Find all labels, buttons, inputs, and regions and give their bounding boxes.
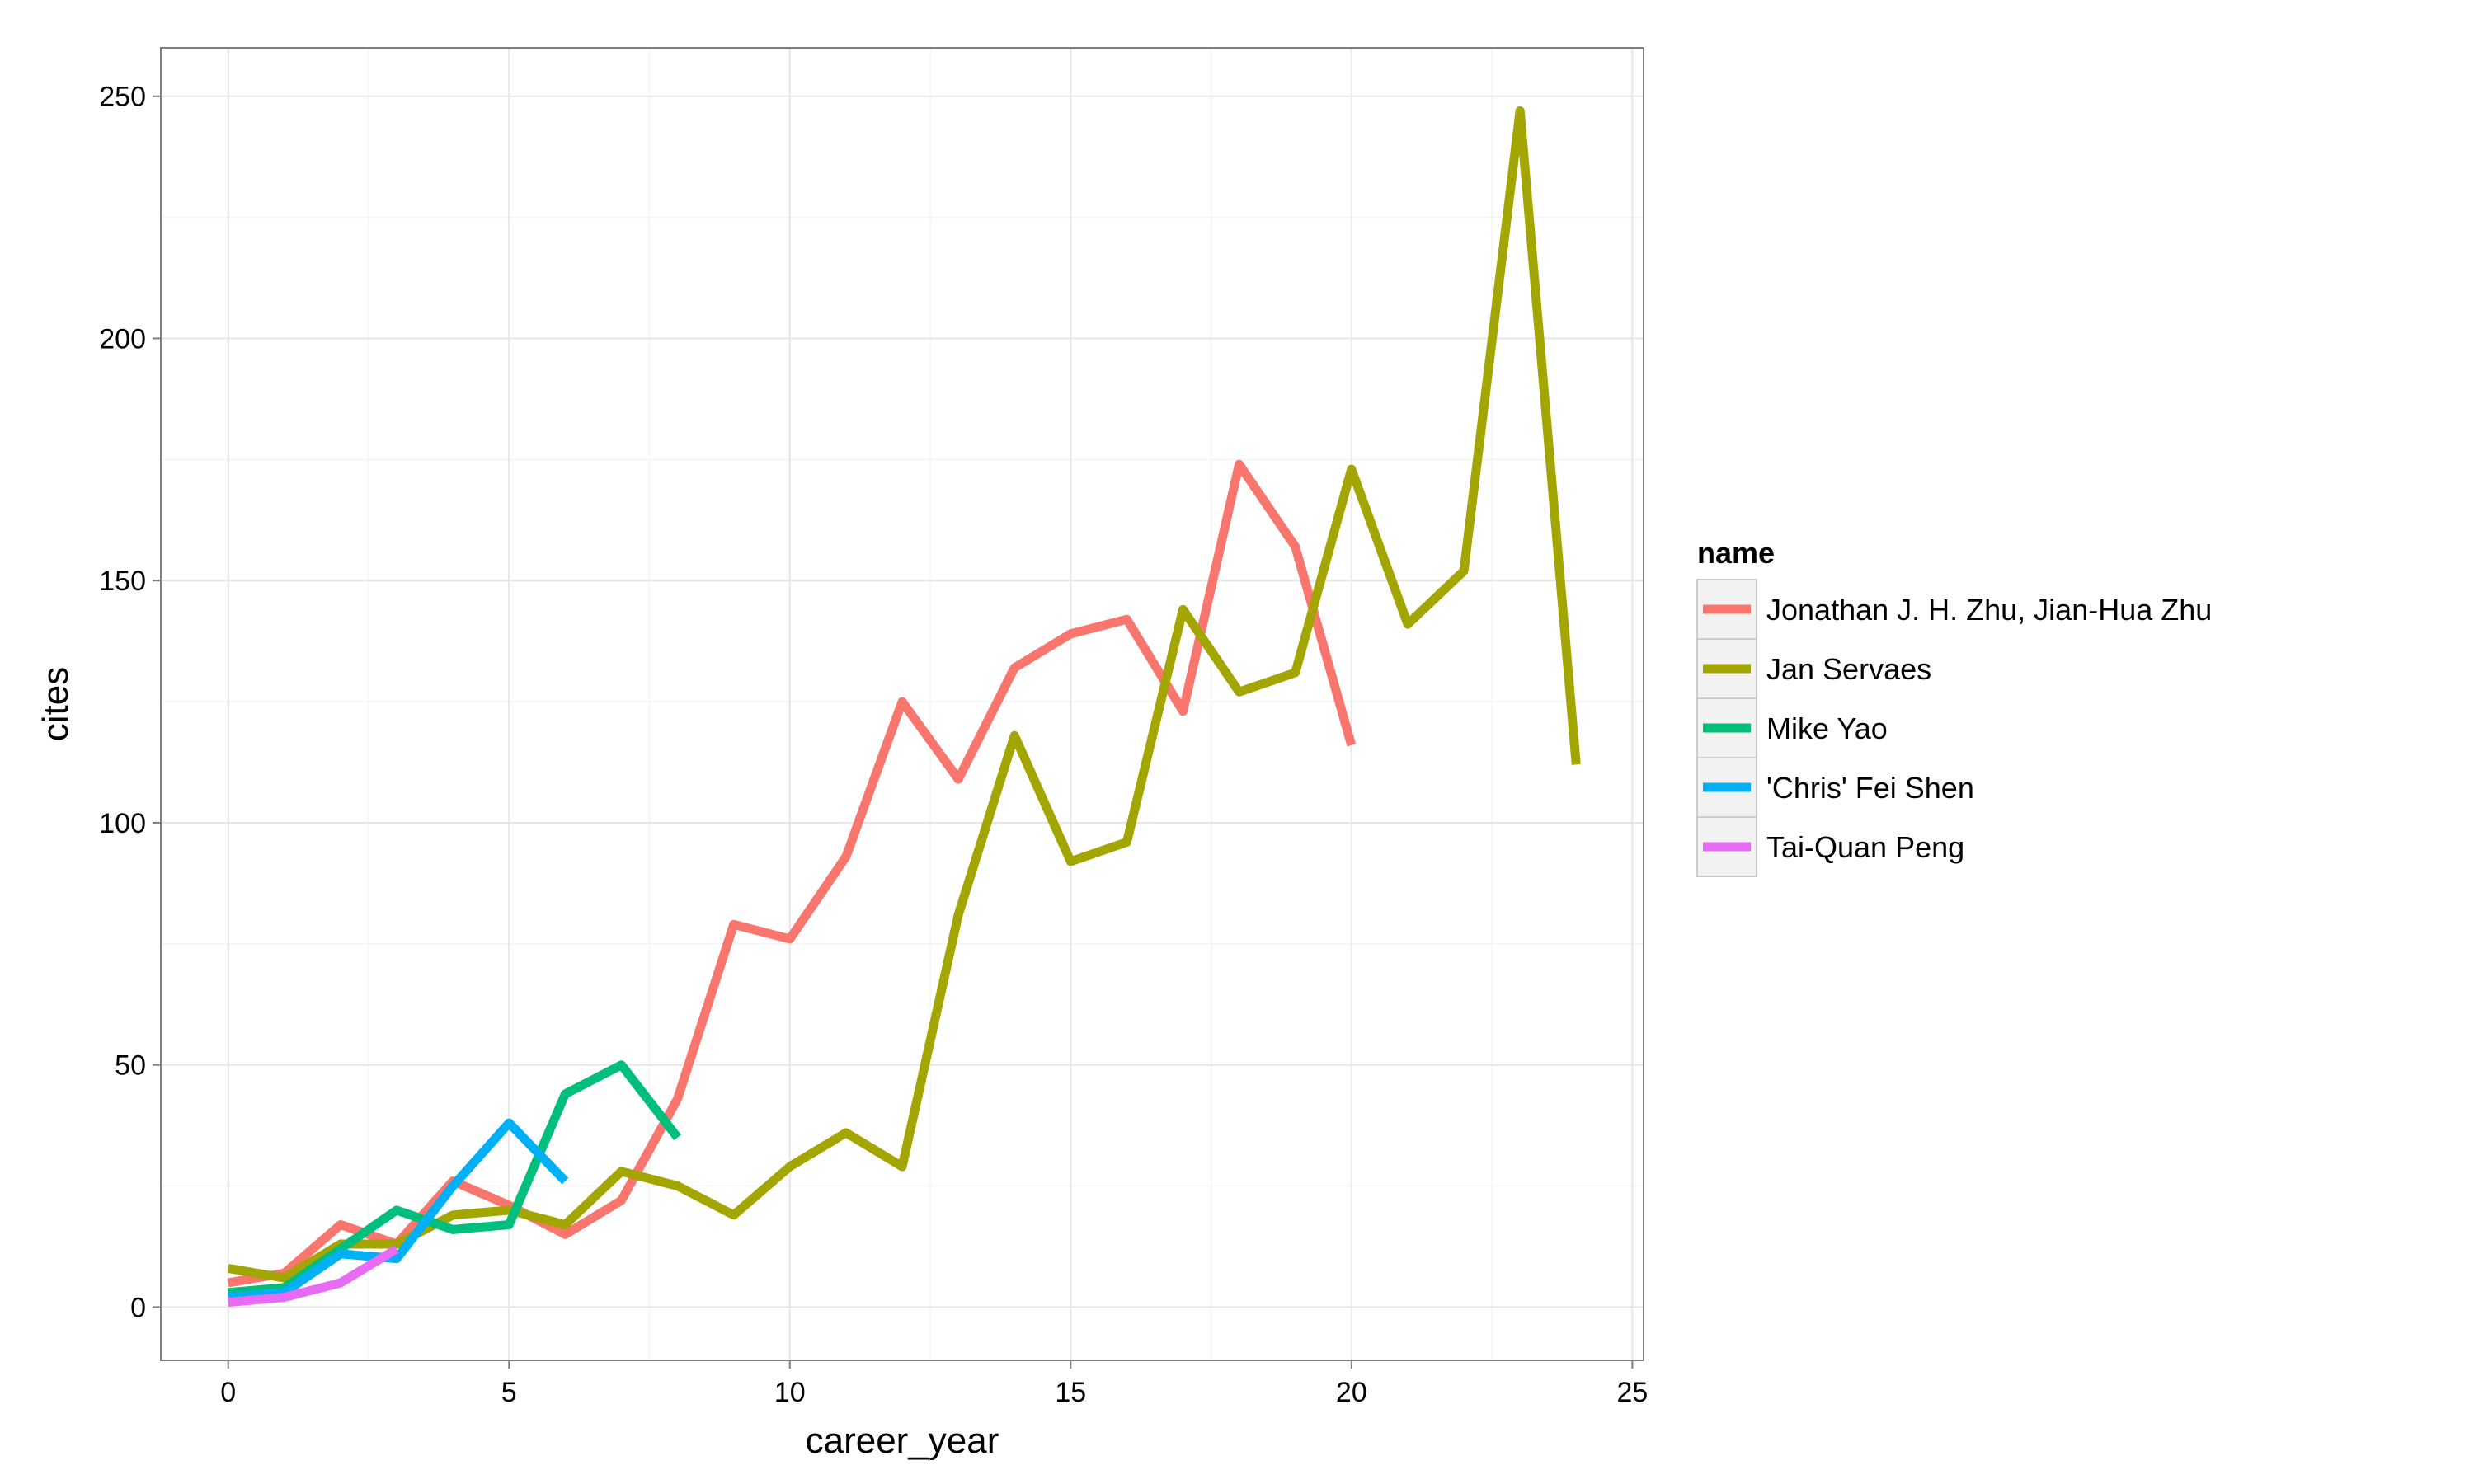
series-lines [227,106,1581,1307]
y-axis-title: cites [35,667,76,741]
y-tick-label: 150 [99,566,146,597]
series-line-2 [227,106,1581,1283]
x-tick-label: 0 [220,1377,236,1408]
legend: name Jonathan J. H. Zhu, Jian-Hua Zhu Jan… [1696,536,2212,877]
series-line-5 [228,1245,399,1307]
y-tick-label: 100 [99,808,146,839]
legend-label: Tai-Quan Peng [1766,830,1964,864]
x-tick-label: 25 [1616,1377,1648,1408]
x-tick-label: 15 [1055,1377,1086,1408]
x-tick-label: 20 [1336,1377,1367,1408]
y-tick-label: 50 [115,1050,146,1082]
plot-panel-border [160,47,1644,1361]
x-tick-label: 10 [774,1377,806,1408]
y-tick-label: 250 [99,82,146,113]
legend-label: Jonathan J. H. Zhu, Jian-Hua Zhu [1766,593,2212,627]
legend-label: 'Chris' Fei Shen [1766,771,1974,805]
legend-label: Jan Servaes [1766,652,1931,686]
legend-label: Mike Yao [1766,711,1888,745]
x-tick-label: 5 [501,1377,517,1408]
y-tick-label: 0 [130,1292,146,1323]
series-line-4 [228,1118,569,1303]
y-tick-label: 200 [99,323,146,355]
x-axis-title: career_year [806,1421,999,1461]
legend-title: name [1697,536,1775,570]
